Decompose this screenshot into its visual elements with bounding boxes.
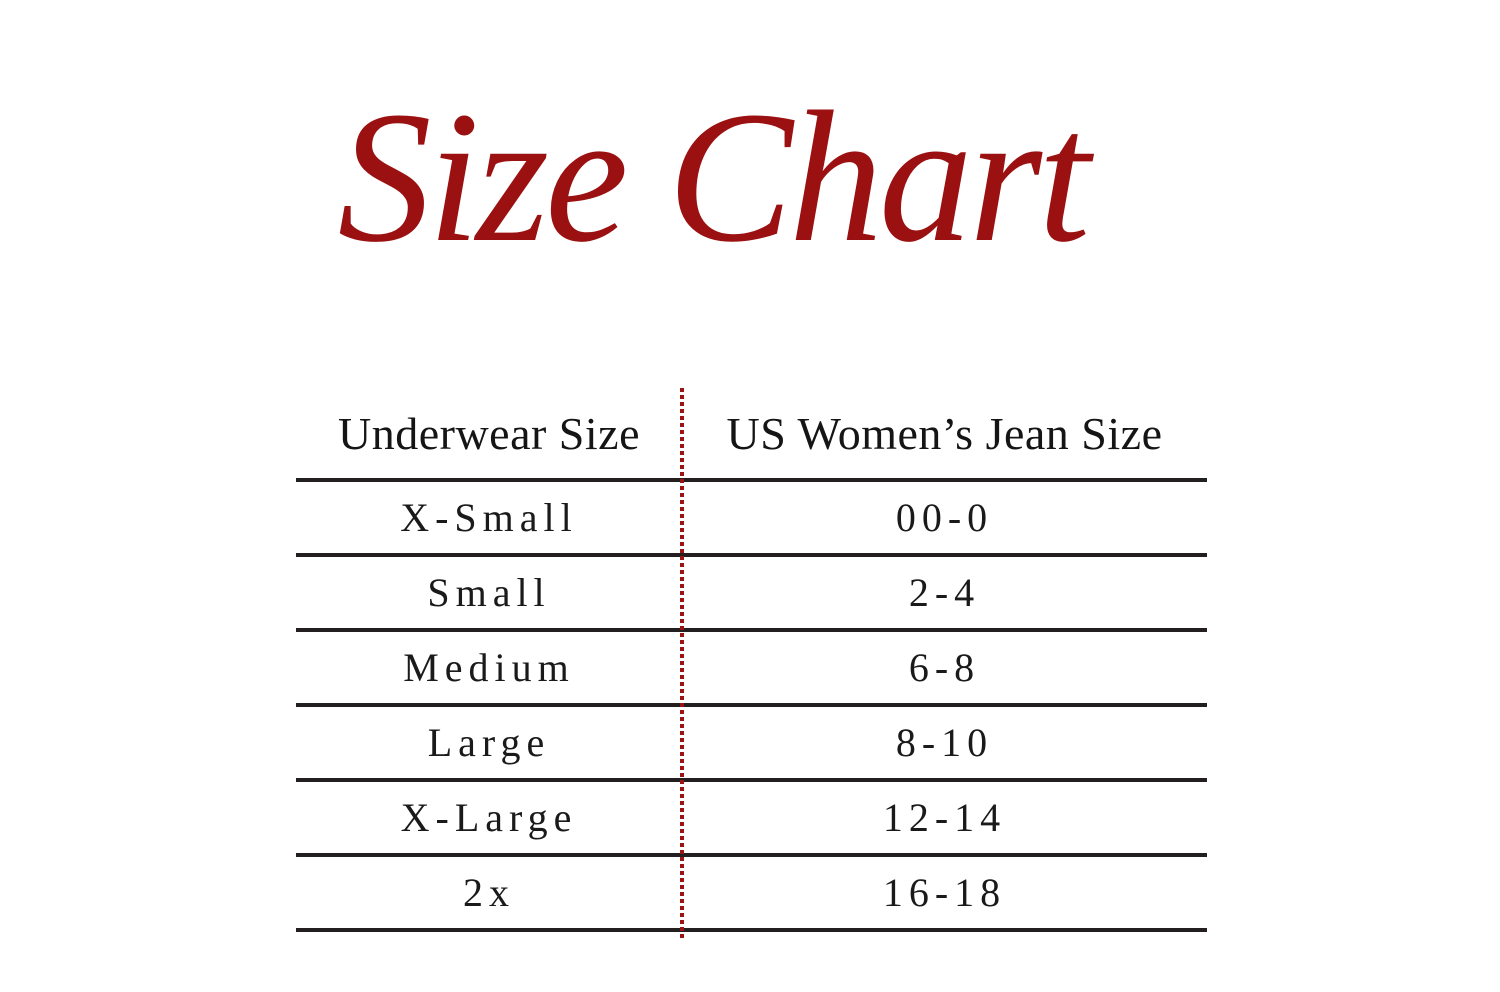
table-row: Large 8-10 bbox=[296, 703, 1207, 778]
underwear-size-cell: X-Small bbox=[400, 495, 578, 540]
column-divider-dotted-line bbox=[680, 388, 684, 940]
column-header-jean-size: US Women’s Jean Size bbox=[726, 407, 1163, 459]
table-header-row: Underwear Size US Women’s Jean Size bbox=[296, 388, 1207, 478]
underwear-size-cell: X-Large bbox=[400, 795, 578, 840]
jean-size-cell: 6-8 bbox=[908, 645, 981, 690]
jean-size-cell: 8-10 bbox=[895, 720, 994, 765]
jean-size-cell: 12-14 bbox=[882, 795, 1007, 840]
table-row: 2x 16-18 bbox=[296, 853, 1207, 932]
jean-size-cell: 16-18 bbox=[882, 870, 1007, 915]
table-body: X-Small 00-0 Small 2-4 Medium 6-8 Large … bbox=[296, 478, 1207, 932]
page-title: Size Chart bbox=[337, 72, 1091, 281]
underwear-size-cell: Medium bbox=[403, 645, 575, 690]
size-table: Underwear Size US Women’s Jean Size X-Sm… bbox=[296, 388, 1207, 940]
table-row: Small 2-4 bbox=[296, 553, 1207, 628]
underwear-size-cell: 2x bbox=[463, 870, 515, 915]
underwear-size-cell: Small bbox=[427, 570, 551, 615]
jean-size-cell: 00-0 bbox=[895, 495, 994, 540]
column-header-underwear-size: Underwear Size bbox=[337, 407, 641, 459]
jean-size-cell: 2-4 bbox=[908, 570, 981, 615]
table-row: X-Large 12-14 bbox=[296, 778, 1207, 853]
underwear-size-cell: Large bbox=[427, 720, 551, 765]
table-row: X-Small 00-0 bbox=[296, 478, 1207, 553]
table-row: Medium 6-8 bbox=[296, 628, 1207, 703]
